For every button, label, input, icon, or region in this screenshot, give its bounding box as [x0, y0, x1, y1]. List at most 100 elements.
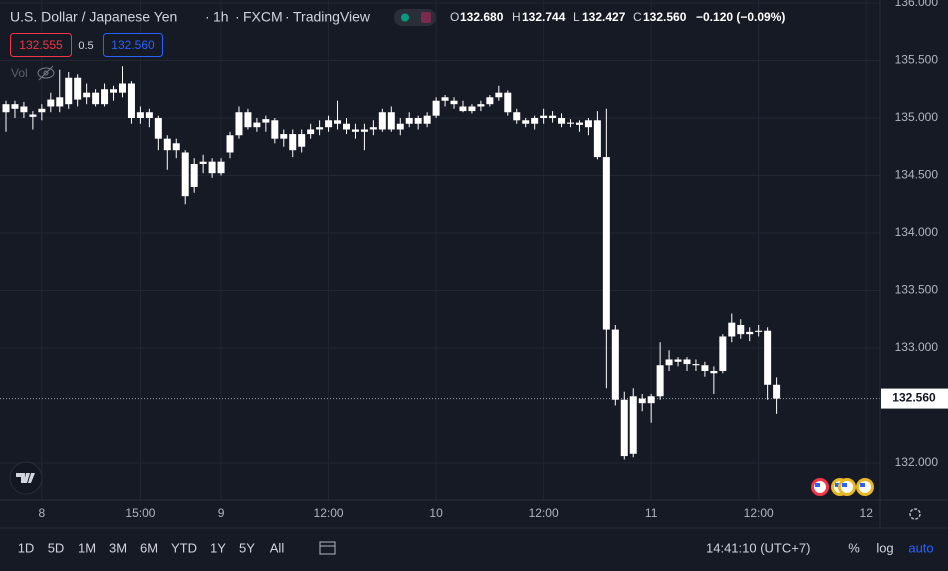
interval[interactable]: 1h	[213, 9, 229, 25]
x-tick-label: 12:00	[744, 506, 774, 520]
candle-body	[638, 398, 646, 404]
status-icon	[421, 12, 431, 23]
event-flags[interactable]	[811, 478, 874, 496]
separator: ·	[285, 9, 290, 25]
candle-body	[764, 330, 772, 385]
candle-body	[495, 92, 503, 98]
candle-body	[414, 117, 422, 124]
candle-body	[378, 112, 386, 130]
settings-icon[interactable]	[909, 508, 921, 520]
candle-body	[271, 120, 279, 139]
legend-value: 132.744	[522, 10, 566, 24]
range-button[interactable]: 3M	[109, 540, 127, 555]
candle-body	[244, 112, 252, 128]
legend-key: L	[573, 10, 580, 24]
exchange: FXCM	[243, 9, 283, 25]
range-button[interactable]: YTD	[171, 540, 197, 555]
x-tick-label: 8	[39, 506, 46, 520]
candle-body	[29, 114, 37, 117]
candle-body	[190, 163, 198, 187]
candle-body	[396, 123, 404, 130]
candle-body	[172, 143, 180, 151]
x-tick-label: 9	[218, 506, 225, 520]
logo-glyph	[16, 473, 35, 483]
candle-body	[773, 384, 781, 399]
candle-body	[298, 134, 306, 147]
candle-body	[593, 120, 601, 158]
range-button[interactable]: 1M	[78, 540, 96, 555]
symbol[interactable]: U.S. Dollar / Japanese Yen	[10, 9, 177, 25]
buy-button[interactable]	[103, 33, 163, 57]
candle-body	[558, 117, 566, 124]
y-tick-label: 135.000	[895, 110, 939, 124]
candle-body	[504, 92, 512, 113]
last-price-badge	[881, 388, 948, 409]
x-tick-label: 11	[645, 506, 658, 520]
candle-body	[47, 99, 55, 107]
candle-body	[423, 115, 431, 124]
eye-off-icon[interactable]	[37, 65, 55, 81]
candle-body	[163, 138, 171, 151]
candle-body	[450, 100, 458, 105]
candle-body	[101, 89, 109, 105]
candle-body	[217, 161, 225, 174]
candle-body	[38, 108, 46, 113]
candle-body	[513, 112, 521, 121]
candles	[0, 66, 880, 460]
candle-body	[235, 112, 243, 136]
candle-body	[136, 112, 144, 118]
buy-price[interactable]: 132.560	[111, 38, 155, 52]
range-button[interactable]: All	[270, 540, 285, 555]
auto-toggle[interactable]: auto	[908, 540, 933, 555]
candle-body	[118, 83, 126, 93]
status-dot	[401, 13, 409, 22]
sell-button[interactable]	[10, 33, 72, 57]
candle-body	[665, 359, 673, 366]
candle-body	[307, 129, 315, 135]
separator: ·	[205, 9, 210, 25]
candle-body	[262, 119, 270, 123]
candle-body	[83, 92, 91, 98]
y-tick-label: 134.000	[895, 225, 939, 239]
candle-body	[11, 104, 19, 109]
candle-body	[477, 104, 485, 107]
y-tick-label: 132.000	[895, 455, 939, 469]
range-button[interactable]: 1Y	[210, 540, 226, 555]
date-range-icon[interactable]	[319, 541, 336, 555]
legend-key: H	[512, 10, 521, 24]
spread: 0.5	[78, 40, 93, 52]
toolbar: 1D 5D 1M 3M 6M YTD 1Y 5Y All	[18, 540, 285, 555]
axes: 132.000 133.000 133.500 134.000 134.500 135.0…	[39, 0, 948, 520]
candle-body	[602, 157, 610, 330]
legend-change: −0.120 (−0.09%)	[696, 10, 785, 24]
candle-body	[127, 83, 135, 118]
sell-price[interactable]: 132.555	[19, 38, 63, 52]
candle-body	[692, 364, 700, 366]
candle-body	[620, 399, 628, 457]
candle-body	[683, 359, 691, 365]
source: TradingView	[293, 9, 371, 25]
legend-value: 132.680	[460, 10, 504, 24]
range-button[interactable]: 5D	[48, 540, 65, 555]
candle-body	[611, 329, 619, 400]
candle-body	[755, 330, 763, 332]
candle-body	[531, 117, 539, 124]
candle-body	[486, 97, 494, 105]
candle-body	[567, 122, 575, 124]
log-toggle[interactable]: log	[876, 540, 893, 555]
y-tick-label: 136.000	[895, 0, 939, 9]
candle-body	[522, 120, 530, 124]
range-button[interactable]: 6M	[140, 540, 158, 555]
candle-body	[540, 115, 548, 118]
candle-body	[325, 120, 333, 128]
candle-body	[387, 112, 395, 130]
clock: 14:41:10 (UTC+7)	[706, 540, 810, 555]
candle-body	[459, 106, 467, 112]
candle-body	[199, 161, 207, 164]
range-button[interactable]: 5Y	[239, 540, 255, 555]
candle-body	[441, 97, 449, 101]
range-button[interactable]: 1D	[18, 540, 35, 555]
x-tick-label: 12:00	[314, 506, 344, 520]
percent-toggle[interactable]: %	[848, 540, 860, 555]
